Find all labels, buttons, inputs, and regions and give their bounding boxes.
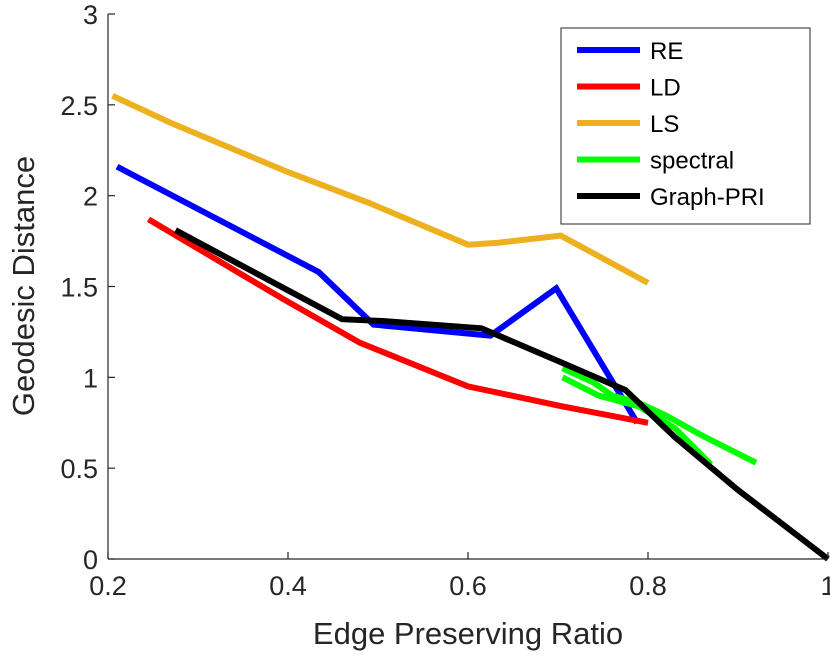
y-tick-label: 1.5	[60, 273, 98, 303]
series-line-graph-pri	[174, 227, 830, 562]
legend-label-re: RE	[650, 38, 683, 65]
x-tick-label: 0.4	[269, 571, 307, 601]
legend-label-graph-pri: Graph-PRI	[650, 184, 765, 211]
x-tick-label: 0.6	[449, 571, 487, 601]
x-tick-label: 0.8	[629, 571, 667, 601]
y-tick-label: 2	[83, 182, 98, 212]
y-tick-label: 3	[83, 0, 98, 30]
series-line-ld	[146, 216, 649, 426]
x-tick-label: 1	[820, 571, 830, 601]
y-axis-label: Geodesic Distance	[6, 156, 41, 416]
series-line-ls	[111, 93, 650, 286]
x-ticks: 0.2 0.4 0.6 0.8 1	[89, 552, 830, 601]
legend-label-spectral: spectral	[650, 148, 734, 175]
x-tick-label: 0.2	[89, 571, 127, 601]
y-tick-label: 2.5	[60, 91, 98, 121]
y-ticks: 0 0.5 1 1.5 2 2.5 3	[60, 0, 115, 575]
legend-label-ld: LD	[650, 75, 681, 102]
y-tick-label: 0	[83, 545, 98, 575]
series-line-re	[115, 163, 640, 425]
y-tick-label: 1	[83, 363, 98, 393]
y-tick-label: 0.5	[60, 454, 98, 484]
x-axis-label: Edge Preserving Ratio	[313, 616, 623, 651]
legend-box	[560, 27, 811, 225]
legend: RE LD LS spectral Graph-PRI	[560, 27, 811, 225]
legend-label-ls: LS	[650, 111, 679, 138]
legend-items: RE LD LS spectral Graph-PRI	[577, 38, 765, 211]
series-layer	[111, 93, 830, 562]
